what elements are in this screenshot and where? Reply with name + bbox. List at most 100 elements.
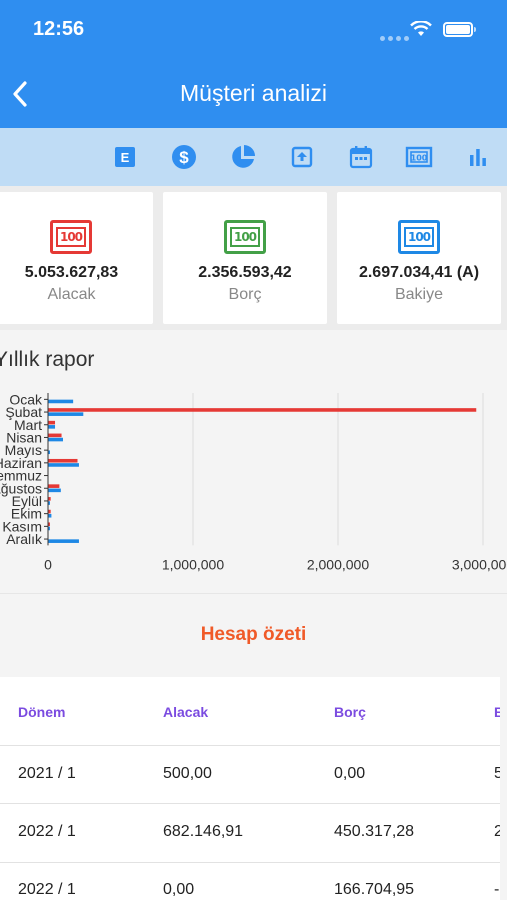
y-tick-label: Ağustos [0, 480, 42, 496]
y-tick-label: Ekim [11, 506, 42, 522]
signal-icon [380, 28, 414, 41]
calendar-icon [349, 146, 373, 169]
pie-chart-button[interactable] [228, 142, 258, 172]
banknote-icon: 100 [405, 146, 433, 168]
banknote-icon: 100 [398, 220, 440, 254]
bar [48, 463, 79, 467]
column-header[interactable]: Alacak [163, 704, 209, 720]
back-button[interactable] [0, 76, 40, 112]
bar [48, 412, 84, 416]
bar [48, 501, 50, 505]
y-tick-label: Haziran [0, 455, 42, 471]
card-icon-text: 100 [230, 227, 260, 247]
dollar-icon: $ [172, 145, 196, 169]
y-tick-label: Şubat [5, 404, 42, 420]
card-label: Bakiye [394, 286, 444, 303]
currency-button[interactable]: $ [169, 142, 199, 172]
card-icon-text: 100 [404, 227, 434, 247]
x-tick-label: 3,000,000 [452, 556, 507, 572]
y-tick-label: Kasım [2, 518, 42, 534]
row-divider [0, 803, 500, 804]
y-tick-label: Temmuz [0, 468, 42, 484]
column-header[interactable]: Dönem [18, 704, 66, 720]
svg-text:$: $ [179, 148, 189, 167]
toolbar: E $ [0, 128, 507, 186]
cell-period: 2022 / 1 [18, 881, 76, 898]
cell-balance: 5 [494, 765, 500, 782]
excel-icon: E [115, 147, 135, 167]
summary-title: Hesap özeti [200, 624, 307, 645]
cell-balance: 2 [494, 823, 500, 840]
summary-table: Dönem Alacak Borç B 2021 / 1 500,00 0,00… [0, 677, 500, 900]
bar [48, 437, 63, 442]
page-title: Müşteri analizi [180, 80, 327, 106]
bar [48, 539, 79, 543]
date-filter-button[interactable] [346, 142, 376, 172]
y-tick-label: Aralık [6, 531, 43, 547]
x-tick-label: 2,000,000 [307, 556, 369, 572]
bar [48, 513, 52, 518]
svg-text:100: 100 [411, 154, 428, 163]
banknote-icon: 100 [50, 220, 92, 254]
bar [48, 399, 74, 404]
excel-export-button[interactable]: E [110, 142, 140, 172]
bar [48, 458, 78, 463]
yearly-bar-chart: 0 1,000,000 2,000,000 3,000,000 OcakŞubatMar… [0, 391, 507, 572]
table-row[interactable]: 2022 / 1 682.146,91 450.317,28 2 [0, 804, 500, 862]
chevron-left-icon [13, 81, 27, 107]
bar-chart-button[interactable] [463, 142, 493, 172]
y-tick-label: Mayıs [5, 442, 42, 458]
cell-credit: 500,00 [163, 765, 212, 782]
row-divider [0, 745, 500, 746]
card-value: 2.697.034,41 (A) [358, 264, 480, 281]
card-value: 2.356.593,42 [198, 264, 292, 281]
status-time: 12:56 [33, 18, 85, 40]
wifi-icon [410, 21, 432, 36]
excel-letter: E [121, 150, 130, 165]
report-title: Yıllık rapor [0, 348, 95, 371]
card-borc[interactable]: 100 2.356.593,42 Borç [163, 192, 327, 324]
bar [48, 522, 50, 527]
cell-debt: 166.704,95 [334, 881, 415, 898]
y-tick-label: Nisan [6, 429, 42, 445]
cash-button[interactable]: 100 [404, 142, 434, 172]
table-row[interactable]: 2021 / 1 500,00 0,00 5 [0, 746, 500, 802]
y-tick-label: Mart [14, 417, 42, 433]
upload-button[interactable] [287, 142, 317, 172]
battery-icon [443, 22, 476, 37]
y-tick-label: Ocak [9, 391, 43, 407]
column-header[interactable]: Borç [334, 704, 366, 720]
bar [48, 488, 61, 493]
bar [48, 509, 51, 514]
banknote-icon: 100 [224, 220, 266, 254]
cell-credit: 0,00 [163, 881, 195, 898]
bar [48, 425, 56, 429]
y-tick-label: Eylül [12, 493, 42, 509]
cell-period: 2021 / 1 [18, 765, 76, 782]
card-alacak[interactable]: 100 5.053.627,83 Alacak [0, 192, 153, 324]
pie-chart-icon [232, 145, 255, 168]
card-value: 5.053.627,83 [24, 264, 119, 281]
cell-credit: 682.146,91 [163, 823, 244, 840]
bar [48, 408, 477, 412]
table-row[interactable]: 2022 / 1 0,00 166.704,95 - [0, 863, 500, 900]
cell-debt: 450.317,28 [334, 823, 415, 840]
bar [48, 433, 62, 438]
card-bakiye[interactable]: 100 2.697.034,41 (A) Bakiye [337, 192, 501, 324]
upload-box-icon [291, 146, 313, 168]
card-icon-text: 100 [56, 227, 86, 247]
x-tick-label: 0 [44, 556, 52, 572]
card-label: Alacak [47, 286, 96, 303]
bar [48, 450, 50, 455]
totals-cards: 100 5.053.627,83 Alacak 100 2.356.593,42… [0, 186, 507, 330]
bar [48, 420, 56, 425]
bar [48, 526, 50, 531]
table-header-row: Dönem Alacak Borç B [0, 677, 500, 745]
column-header[interactable]: B [494, 704, 500, 720]
cell-debt: 0,00 [334, 765, 366, 782]
bar [48, 497, 51, 501]
x-tick-label: 1,000,000 [162, 556, 224, 572]
app-header: 12:56 Müşteri analizi [0, 0, 507, 128]
row-divider [0, 862, 500, 863]
card-label: Borç [228, 286, 262, 303]
